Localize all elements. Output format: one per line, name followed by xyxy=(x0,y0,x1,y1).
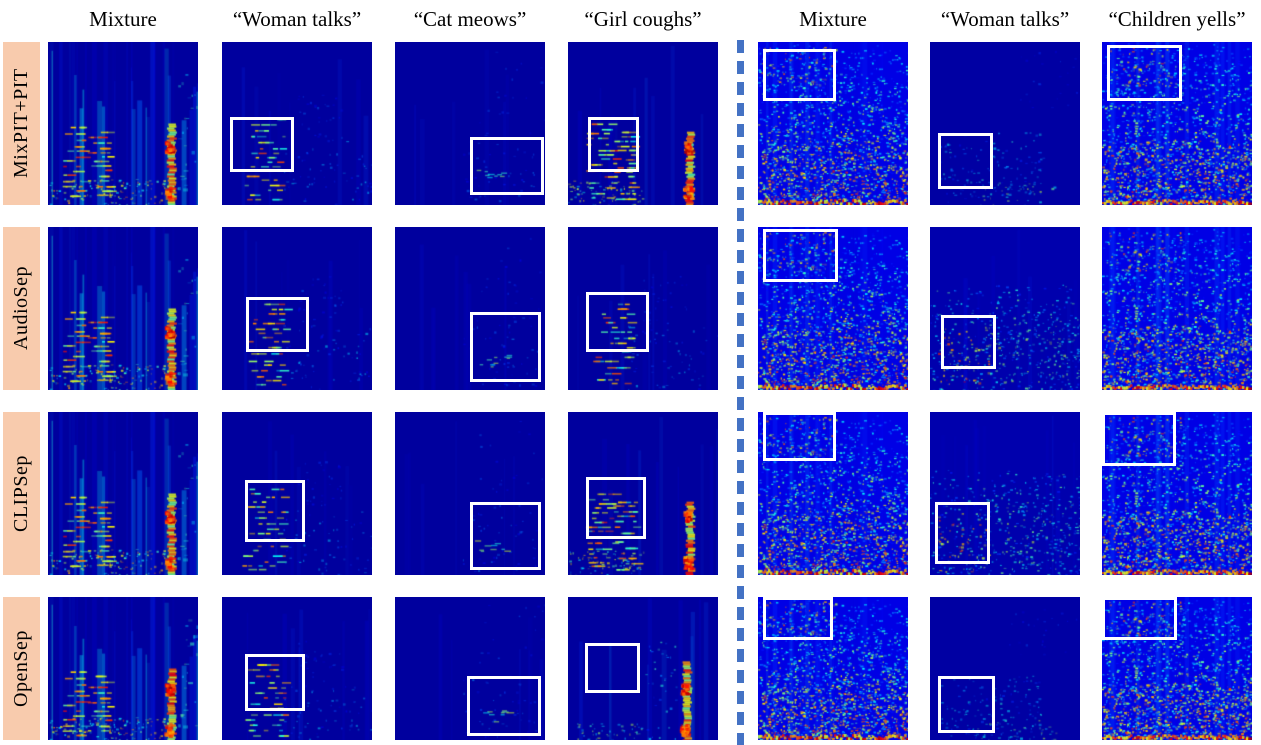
highlight-box xyxy=(584,642,640,693)
spectrogram-cell-r3-c4 xyxy=(758,597,908,740)
highlight-box xyxy=(586,292,649,353)
highlight-box xyxy=(940,315,996,369)
column-header-left-mixture: Mixture xyxy=(89,7,157,31)
highlight-box xyxy=(244,480,305,543)
spectrogram-image xyxy=(48,42,198,205)
spectrogram-image xyxy=(1102,597,1252,740)
highlight-box xyxy=(762,228,838,283)
row-label-audiosep: AudioSep xyxy=(3,227,40,390)
highlight-box xyxy=(587,116,639,173)
spectrogram-cell-r3-c6 xyxy=(1102,597,1252,740)
highlight-box xyxy=(937,133,993,189)
highlight-box xyxy=(762,48,836,101)
row-label-mixpit-pit: MixPIT+PIT xyxy=(3,42,40,205)
spectrogram-cell-r3-c3 xyxy=(568,597,718,740)
spectrogram-cell-r0-c6 xyxy=(1102,42,1252,205)
spectrogram-cell-r1-c6 xyxy=(1102,227,1252,390)
row-label-clipsep: CLIPSep xyxy=(3,412,40,575)
highlight-box xyxy=(470,136,544,196)
spectrogram-image xyxy=(48,597,198,740)
spectrogram-cell-r1-c5 xyxy=(930,227,1080,390)
spectrogram-image xyxy=(1102,412,1252,575)
spectrogram-cell-r0-c3 xyxy=(568,42,718,205)
spectrogram-cell-r1-c3 xyxy=(568,227,718,390)
column-header-right-children-yells: “Children yells” xyxy=(1108,7,1246,31)
spectrogram-cell-r1-c0 xyxy=(48,227,198,390)
spectrogram-image xyxy=(1102,42,1252,205)
spectrogram-cell-r0-c5 xyxy=(930,42,1080,205)
spectrogram-image xyxy=(48,227,198,390)
column-header-right-mixture: Mixture xyxy=(799,7,867,31)
spectrogram-cell-r0-c1 xyxy=(222,42,372,205)
highlight-box xyxy=(470,501,541,571)
spectrogram-cell-r2-c0 xyxy=(48,412,198,575)
highlight-box xyxy=(762,412,836,461)
spectrogram-cell-r2-c2 xyxy=(395,412,545,575)
spectrogram-cell-r2-c6 xyxy=(1102,412,1252,575)
spectrogram-cell-r3-c1 xyxy=(222,597,372,740)
spectrogram-image xyxy=(568,597,718,740)
highlight-box xyxy=(937,675,995,733)
spectrogram-cell-r0-c4 xyxy=(758,42,908,205)
spectrogram-cell-r0-c2 xyxy=(395,42,545,205)
spectrogram-cell-r1-c2 xyxy=(395,227,545,390)
highlight-box xyxy=(1102,412,1176,466)
highlight-box xyxy=(586,477,646,540)
spectrogram-image xyxy=(930,412,1080,575)
spectrogram-image xyxy=(758,412,908,575)
spectrogram-image xyxy=(568,227,718,390)
spectrogram-image xyxy=(930,42,1080,205)
spectrogram-image xyxy=(758,227,908,390)
spectrogram-cell-r0-c0 xyxy=(48,42,198,205)
spectrogram-image xyxy=(222,42,372,205)
spectrogram-image xyxy=(1102,227,1252,390)
highlight-box xyxy=(762,597,833,640)
spectrogram-image xyxy=(930,597,1080,740)
highlight-box xyxy=(1106,45,1182,101)
spectrogram-image xyxy=(568,42,718,205)
column-header-right-woman-talks: “Woman talks” xyxy=(940,7,1070,31)
spectrogram-image xyxy=(395,597,545,740)
column-header-left-cat-meows: “Cat meows” xyxy=(413,7,527,31)
spectrogram-image xyxy=(48,412,198,575)
group-divider-dashed-line xyxy=(737,40,744,745)
spectrogram-cell-r3-c0 xyxy=(48,597,198,740)
row-label-opensep: OpenSep xyxy=(3,597,40,740)
spectrogram-cell-r2-c4 xyxy=(758,412,908,575)
highlight-box xyxy=(229,116,294,173)
spectrogram-cell-r1-c1 xyxy=(222,227,372,390)
spectrogram-cell-r2-c3 xyxy=(568,412,718,575)
spectrogram-image xyxy=(758,42,908,205)
highlight-box xyxy=(467,675,541,736)
spectrogram-cell-r2-c1 xyxy=(222,412,372,575)
highlight-box xyxy=(470,311,541,382)
column-header-left-girl-coughs: “Girl coughs” xyxy=(584,7,702,31)
spectrogram-cell-r2-c5 xyxy=(930,412,1080,575)
spectrogram-cell-r3-c2 xyxy=(395,597,545,740)
highlight-box xyxy=(1102,597,1177,640)
spectrogram-image xyxy=(930,227,1080,390)
highlight-box xyxy=(246,297,309,353)
spectrogram-cell-r3-c5 xyxy=(930,597,1080,740)
spectrogram-image xyxy=(758,597,908,740)
highlight-box xyxy=(934,501,990,564)
column-header-left-woman-talks: “Woman talks” xyxy=(232,7,362,31)
highlight-box xyxy=(244,654,305,712)
spectrogram-cell-r1-c4 xyxy=(758,227,908,390)
